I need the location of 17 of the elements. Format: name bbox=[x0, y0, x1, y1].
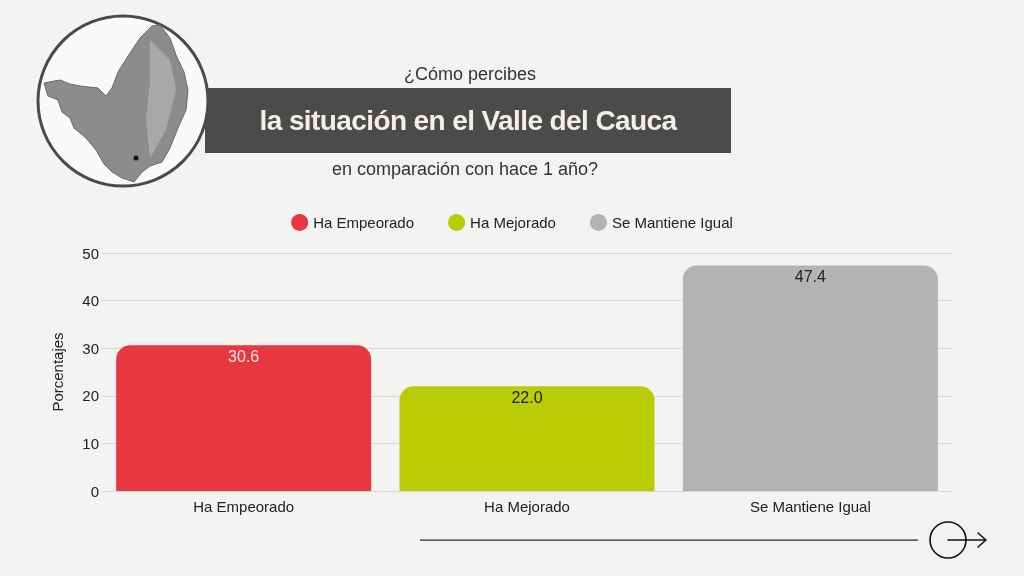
y-tick-label: 50 bbox=[82, 244, 99, 262]
x-tick-label: Se Mantiene Igual bbox=[749, 498, 871, 515]
y-tick-label: 0 bbox=[90, 482, 99, 500]
data-label: 47.4 bbox=[794, 267, 827, 285]
x-tick-label: Ha Mejorado bbox=[484, 498, 570, 515]
y-tick-label: 40 bbox=[82, 292, 99, 310]
y-axis-title: Porcentajes bbox=[49, 332, 66, 412]
legend-label: Se Mantiene Igual bbox=[611, 214, 733, 231]
data-label: 22.0 bbox=[511, 388, 543, 406]
chart-title: ¿Cómo percibes la situación en el Valle del Cauca en comparación con hace 1 año? bbox=[258, 63, 679, 180]
x-tick-label: Ha Empeorado bbox=[193, 498, 295, 515]
data-label: 30.6 bbox=[228, 347, 260, 365]
y-tick-label: 10 bbox=[82, 434, 99, 452]
y-tick-label: 30 bbox=[82, 339, 99, 357]
legend-label: Ha Empeorado bbox=[313, 214, 415, 231]
legend-label: Ha Mejorado bbox=[470, 214, 556, 231]
y-tick-label: 20 bbox=[82, 387, 99, 405]
